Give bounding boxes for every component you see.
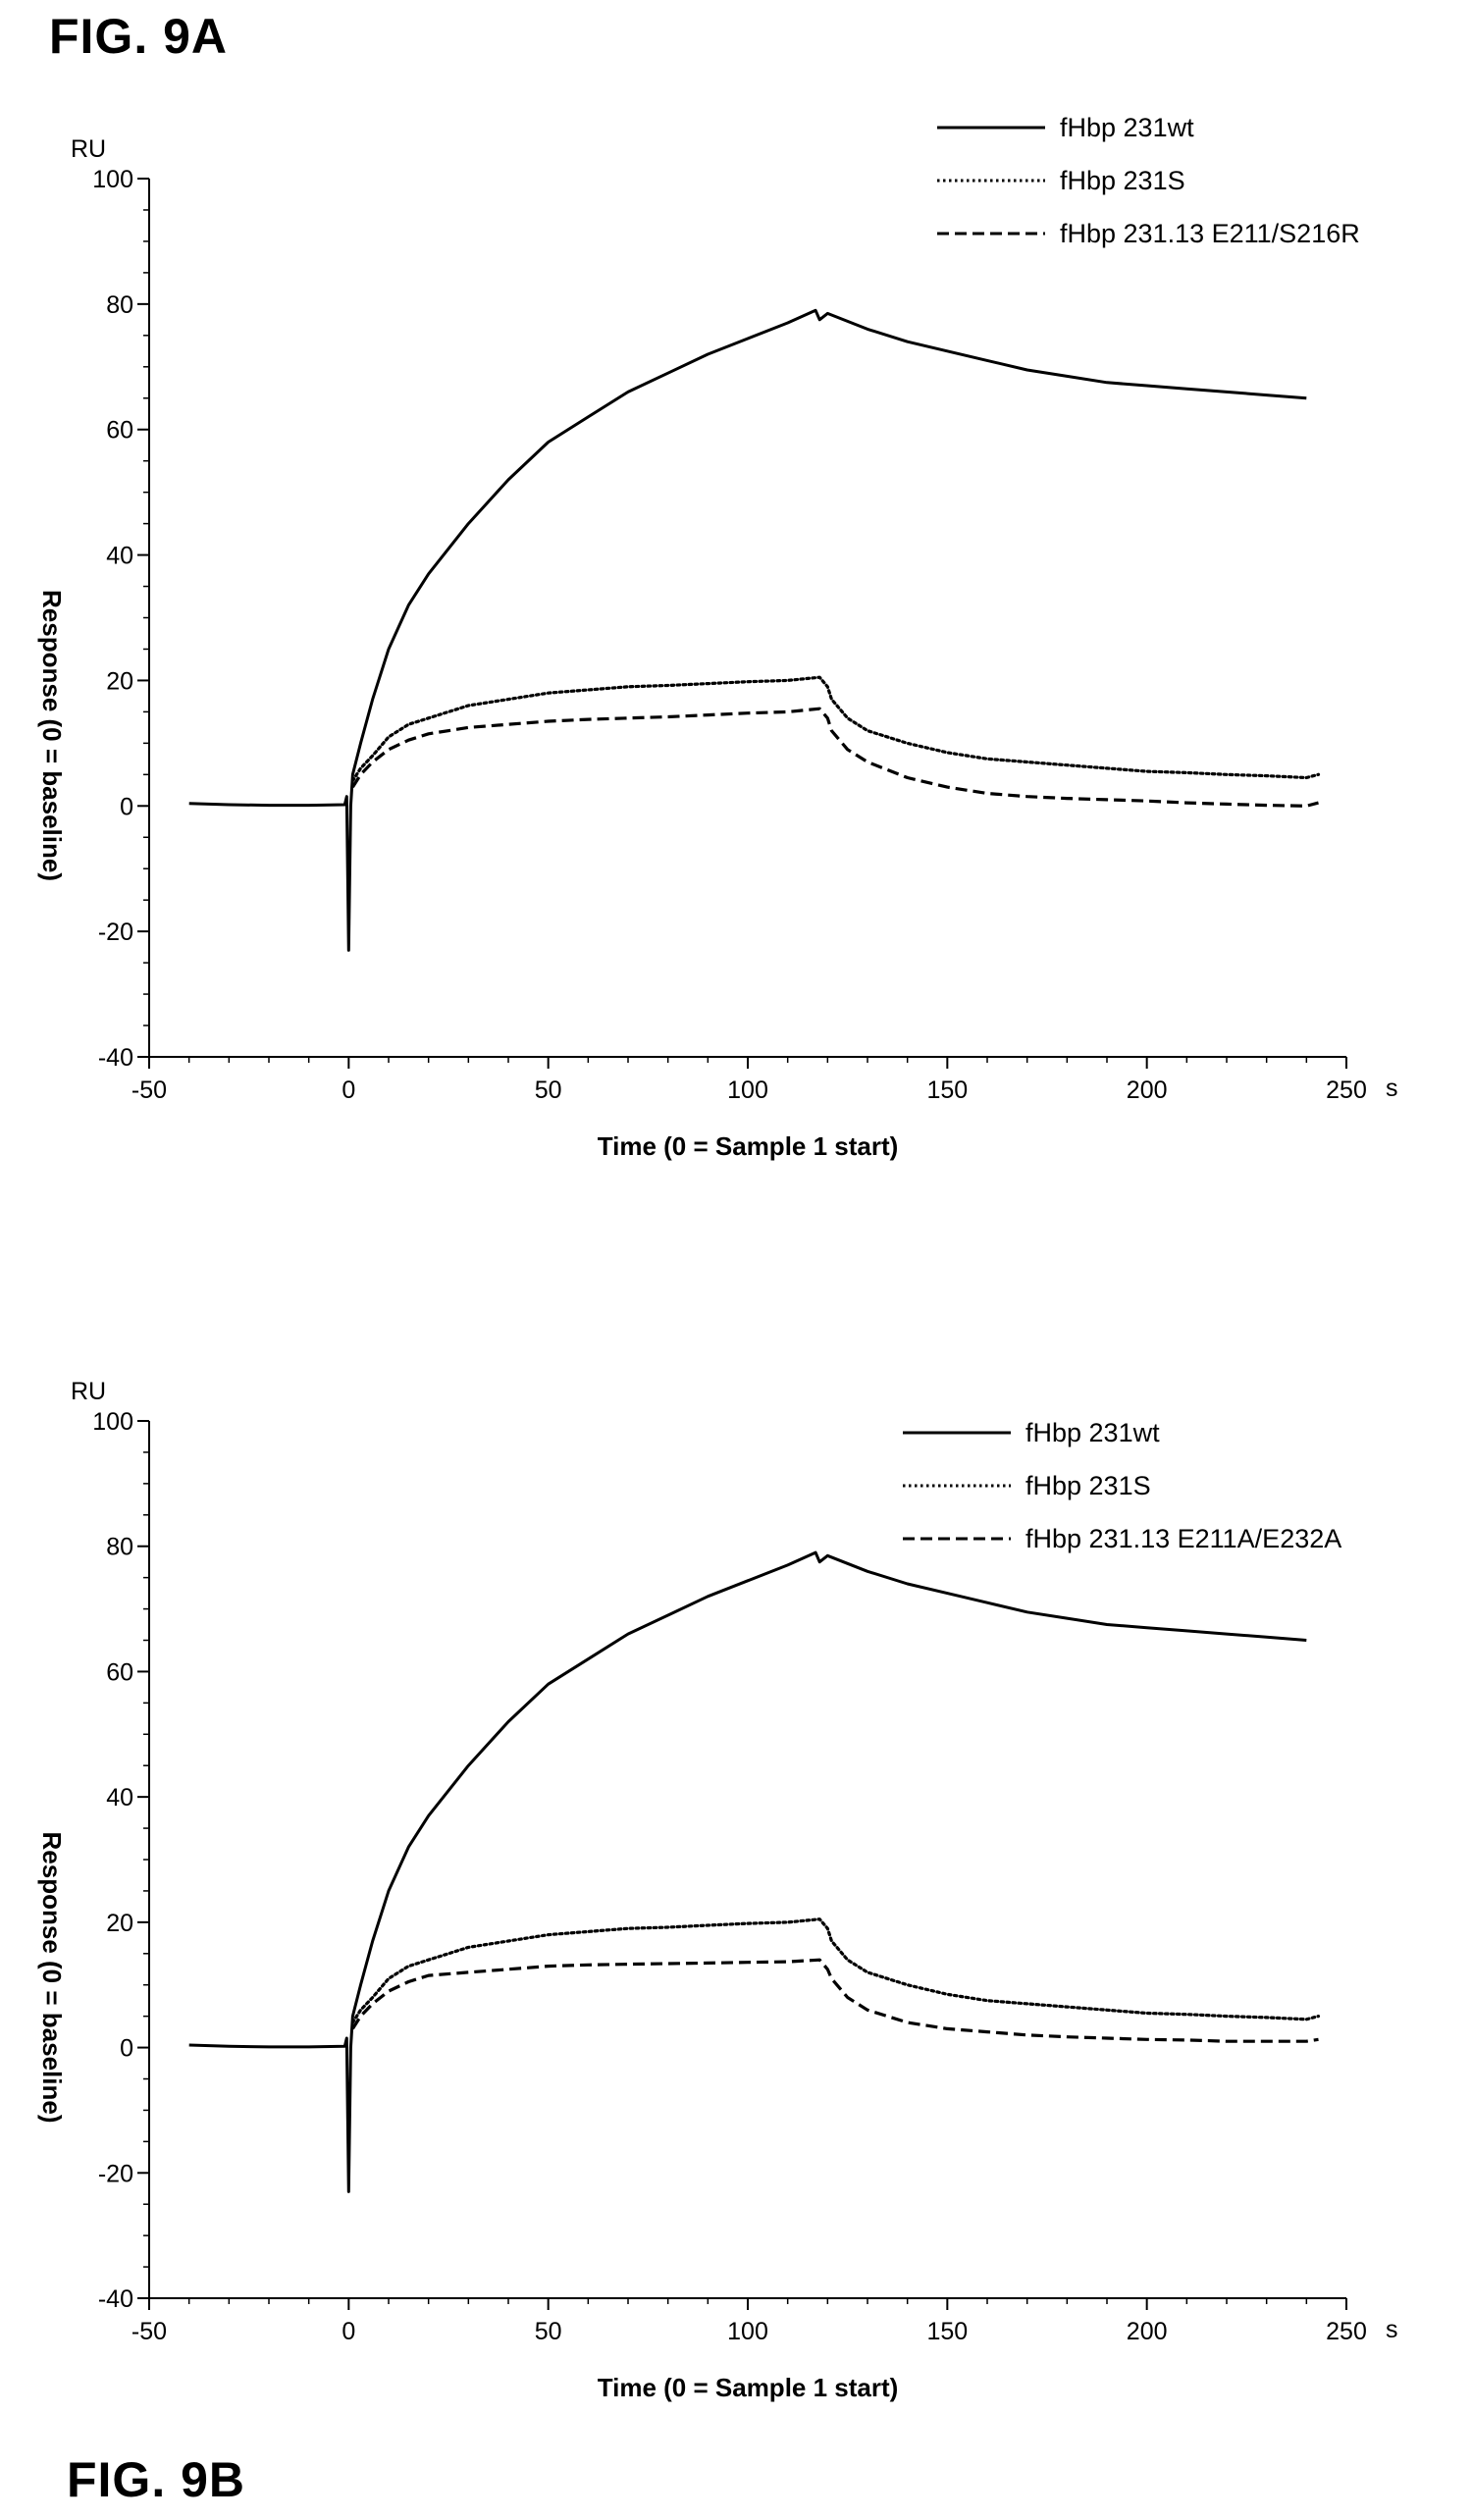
legend-entry: fHbp 231S	[1025, 1471, 1151, 1500]
x-tick-label: -50	[131, 2318, 167, 2345]
legend-entry: fHbp 231wt	[1060, 113, 1194, 142]
y-unit-label: RU	[71, 1378, 106, 1405]
figure-title-b: FIG. 9B	[67, 2452, 246, 2507]
series-line-solid	[188, 308, 1307, 952]
legend-entry: fHbp 231S	[1060, 166, 1185, 195]
x-unit-label: s	[1386, 1075, 1398, 1102]
chart-panel-a: -40 -20 0 20 40 60 80 100 -50 0 50 100 150 200 250 RU s T…	[37, 113, 1398, 1161]
x-tick-label: 150	[926, 1076, 968, 1104]
y-tick-label: 100	[92, 1408, 133, 1436]
legend-entry: fHbp 231.13 E211A/E232A	[1025, 1524, 1341, 1553]
series-line-dashed	[351, 1958, 1319, 2043]
y-tick-label: -20	[98, 2160, 133, 2187]
x-tick-label: -50	[131, 1076, 167, 1104]
chart-panel-b: -40 -20 0 20 40 60 80 100 -50 0 50 100 150 200 250 RU s T…	[37, 1378, 1398, 2402]
x-unit-label: s	[1386, 2316, 1398, 2343]
y-axis-title: Response (0 = baseline)	[37, 590, 67, 881]
x-tick-label: 50	[535, 1076, 562, 1104]
y-tick-label: 0	[120, 2035, 133, 2063]
legend-entry: fHbp 231wt	[1025, 1418, 1160, 1447]
y-tick-label: 60	[106, 1658, 133, 1686]
series-line-dotted	[350, 675, 1321, 783]
series-line-solid	[188, 1550, 1307, 2193]
x-tick-label: 250	[1326, 2318, 1367, 2345]
x-axis-title: Time (0 = Sample 1 start)	[598, 2373, 899, 2402]
x-tick-label: 0	[342, 2318, 355, 2345]
y-tick-label: 20	[106, 667, 133, 695]
y-tick-label: 80	[106, 291, 133, 319]
y-tick-label: 0	[120, 793, 133, 820]
x-tick-label: 100	[727, 2318, 768, 2345]
legend-entry: fHbp 231.13 E211/S216R	[1060, 219, 1360, 248]
figure-title-a: FIG. 9A	[49, 9, 229, 64]
x-tick-label: 200	[1127, 1076, 1168, 1104]
x-axis-title: Time (0 = Sample 1 start)	[598, 1131, 899, 1161]
x-tick-label: 250	[1326, 1076, 1367, 1104]
series-line-dotted	[350, 1917, 1321, 2024]
y-tick-label: 40	[106, 543, 133, 570]
y-tick-label: 40	[106, 1784, 133, 1811]
y-tick-label: 100	[92, 166, 133, 193]
y-tick-label: 60	[106, 417, 133, 445]
y-unit-label: RU	[71, 135, 106, 163]
y-tick-label: -20	[98, 919, 133, 946]
y-tick-label: 20	[106, 1910, 133, 1937]
x-tick-label: 0	[342, 1076, 355, 1104]
y-tick-label: -40	[98, 1044, 133, 1072]
y-tick-label: 80	[106, 1534, 133, 1561]
x-tick-label: 150	[926, 2318, 968, 2345]
x-tick-label: 100	[727, 1076, 768, 1104]
x-tick-label: 200	[1127, 2318, 1168, 2345]
series-line-dashed	[351, 707, 1319, 808]
y-axis-title: Response (0 = baseline)	[37, 1832, 67, 2124]
y-tick-label: -40	[98, 2285, 133, 2313]
x-tick-label: 50	[535, 2318, 562, 2345]
